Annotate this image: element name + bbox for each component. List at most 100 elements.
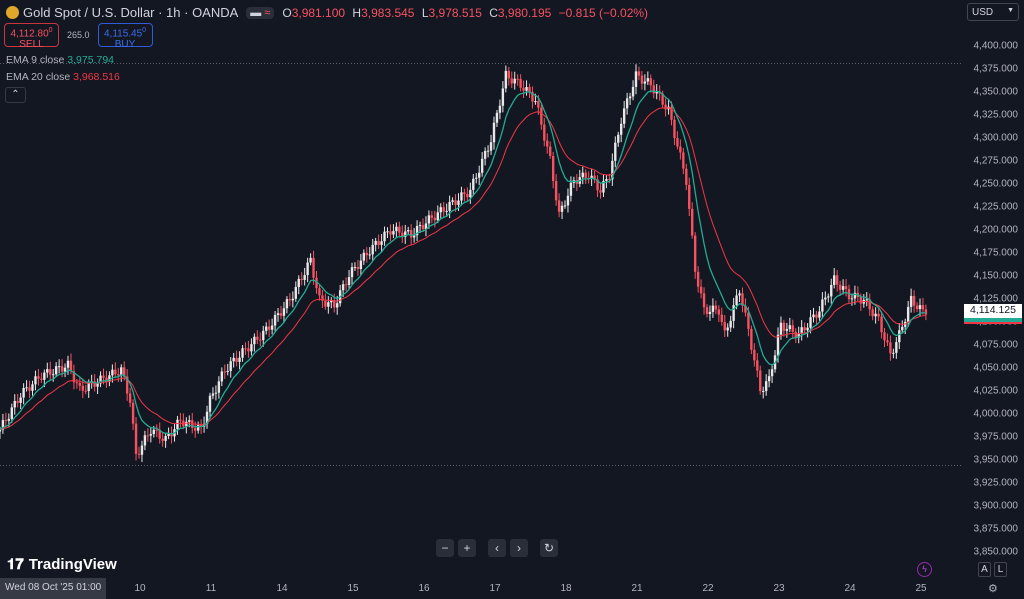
candle-body (10, 407, 13, 419)
candle-body (815, 314, 818, 318)
candle-body (196, 425, 200, 431)
candle-body (483, 150, 487, 159)
candle-body (256, 336, 259, 340)
candle-body (800, 327, 803, 334)
sell-button[interactable]: 4,112.800 SELL (4, 23, 59, 50)
price-tick: 4,225.000 (973, 201, 1019, 213)
time-tick: 15 (347, 583, 359, 594)
candle-body (557, 200, 561, 212)
candle-body (276, 313, 280, 315)
currency-select[interactable]: USD ▼ (967, 3, 1019, 21)
tradingview-logo[interactable]: 𝟏𝟕 TradingView (7, 556, 117, 573)
candle-body (673, 119, 676, 138)
buy-button[interactable]: 4,115.450 BUY (97, 23, 153, 50)
candle-body (531, 92, 534, 102)
candle-body (874, 313, 877, 317)
candle-body (906, 306, 910, 322)
price-tick: 4,150.000 (973, 270, 1019, 282)
ema9-legend[interactable]: EMA 9 close 3,975.794 (6, 54, 115, 66)
log-scale-button[interactable]: L (994, 562, 1007, 577)
candle-body (66, 360, 70, 368)
scroll-right-button[interactable]: › (510, 539, 528, 557)
time-tick: 21 (631, 583, 643, 594)
candle-body (60, 366, 64, 372)
symbol-title[interactable]: Gold Spot / U.S. Dollar · 1h · OANDA (23, 5, 239, 20)
candle-body (155, 429, 158, 431)
candle-body (143, 435, 147, 446)
candle-body (838, 284, 842, 290)
candle-body (732, 305, 735, 321)
candle-body (643, 81, 647, 84)
price-chart[interactable] (0, 0, 963, 578)
candle-body (466, 194, 469, 198)
candle-body (273, 314, 277, 326)
price-axis[interactable]: 4,400.000 4,375.000 4,350.000 4,325.000 4,30… (963, 0, 1024, 578)
symbol-legend: Gold Spot / U.S. Dollar · 1h · OANDA ▬ ≈ … (6, 5, 652, 20)
candle-body (353, 267, 357, 269)
candle-body (303, 275, 306, 280)
candle-body (892, 352, 895, 354)
candle-body (407, 230, 410, 232)
candle-body (34, 376, 37, 385)
candle-body (409, 230, 413, 238)
scroll-left-button[interactable]: ‹ (488, 539, 506, 557)
candle-body (809, 317, 812, 328)
candle-body (519, 79, 522, 88)
candle-body (827, 296, 830, 298)
candle-body (52, 374, 55, 376)
candle-body (46, 369, 49, 373)
legend-toggle[interactable]: ▬ ≈ (246, 6, 275, 19)
time-tick: 11 (205, 583, 217, 594)
candle-body (211, 393, 215, 396)
candle-body (611, 160, 614, 180)
candle-body (40, 378, 43, 380)
candle-body (522, 87, 525, 91)
time-tick: 24 (844, 583, 856, 594)
candle-body (0, 429, 2, 432)
candle-body (383, 231, 386, 242)
candle-body (439, 207, 442, 213)
candle-body (525, 87, 528, 91)
candle-body (392, 231, 395, 235)
candle-body (31, 384, 34, 391)
candle-body (424, 223, 428, 230)
zoom-out-button[interactable]: − (436, 539, 454, 557)
candle-body (241, 348, 244, 358)
lightning-icon[interactable]: ϟ (917, 562, 932, 577)
candle-body (486, 150, 490, 152)
auto-scale-button[interactable]: A (978, 562, 991, 577)
candle-body (726, 327, 729, 331)
time-tick: 18 (560, 583, 572, 594)
ema20-legend[interactable]: EMA 20 close 3,968.516 (6, 71, 120, 83)
candle-body (534, 101, 537, 103)
candle-body (398, 226, 401, 233)
candle-body (315, 277, 318, 289)
candle-body (108, 375, 111, 382)
candle-body (389, 231, 392, 235)
candle-body (117, 374, 120, 376)
settings-gear-icon[interactable]: ⚙ (988, 583, 998, 595)
candle-body (279, 313, 283, 316)
gold-logo-icon (6, 6, 19, 19)
candle-body (560, 205, 564, 212)
candle-body (717, 309, 721, 315)
candle-body (176, 419, 179, 430)
reset-chart-button[interactable]: ↻ (540, 539, 558, 557)
time-tick: 16 (418, 583, 430, 594)
candle-body (738, 293, 741, 296)
time-axis[interactable]: 10 11 14 15 16 17 18 21 22 23 24 25 (0, 578, 1024, 599)
candle-body (723, 321, 726, 331)
price-tick: 4,275.000 (973, 155, 1019, 167)
candle-body (318, 288, 321, 296)
candle-body (625, 98, 629, 109)
candle-body (7, 418, 11, 421)
candle-body (705, 307, 709, 314)
candle-body (750, 328, 753, 350)
candle-body (300, 278, 303, 280)
price-tick: 4,200.000 (973, 224, 1019, 236)
candle-body (191, 420, 194, 429)
zoom-controls: − + ‹ › ↻ (436, 539, 562, 557)
candle-body (915, 305, 919, 310)
collapse-legend-button[interactable]: ⌃ (5, 87, 26, 103)
zoom-in-button[interactable]: + (458, 539, 476, 557)
